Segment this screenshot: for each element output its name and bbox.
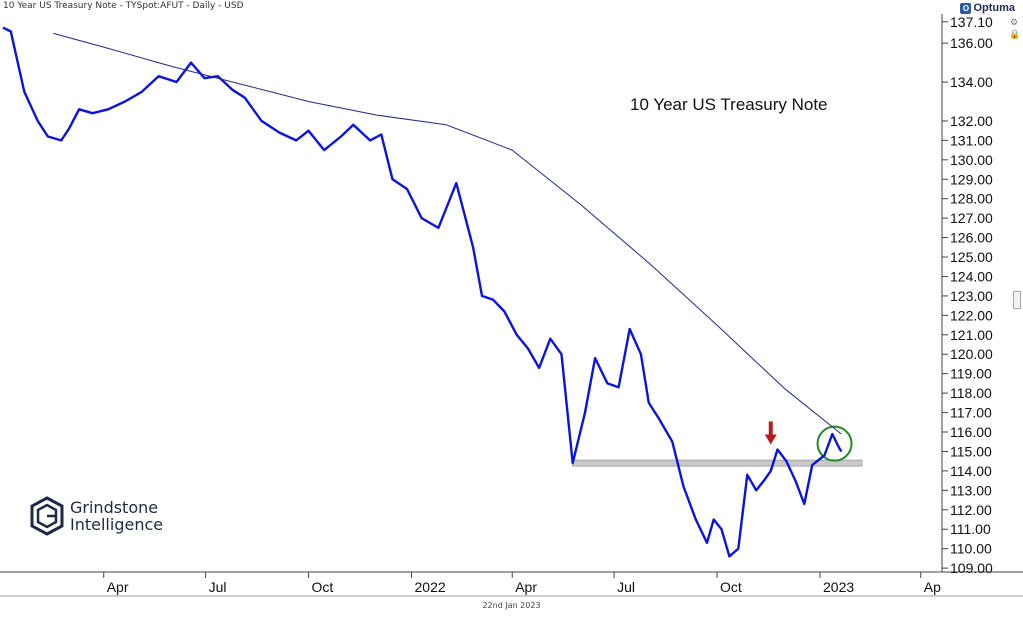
x-tick-label: Apr [107, 579, 129, 595]
y-tick-label: 112.00 [950, 502, 992, 518]
price-axis-scroll-handle[interactable] [1013, 291, 1021, 309]
chart-title: 10 Year US Treasury Note [630, 95, 828, 114]
y-tick-label: 130.00 [950, 152, 993, 168]
y-tick-label: 134.00 [950, 74, 993, 90]
axes-layer: 137.10 136.00 134.00 132.00 131.00 130.00 129.… [0, 14, 1023, 597]
y-tick-label: 109.00 [950, 560, 993, 576]
optuma-brand-name: Optuma [973, 2, 1015, 14]
y-tick-label: 119.00 [950, 366, 992, 382]
y-tick-label: 115.00 [950, 443, 992, 459]
y-tick-label: 129.00 [950, 171, 993, 187]
x-tick-label: Oct [720, 579, 742, 595]
y-tick-label: 116.00 [950, 424, 992, 440]
y-tick-label: 128.00 [950, 191, 993, 207]
y-tick-label: 121.00 [950, 327, 993, 343]
x-tick-label: Jul [209, 579, 227, 595]
y-tick-label: 131.00 [950, 132, 993, 148]
side-toolbar: ⚙ 🔒 [1009, 16, 1021, 40]
chart-header-title: 10 Year US Treasury Note - TYSpot:AFUT -… [3, 1, 244, 11]
x-tick-label: Ap [924, 579, 941, 595]
chart-footer-date: 22nd Jan 2023 [482, 601, 541, 610]
grindstone-logo: Grindstone Intelligence [30, 496, 163, 536]
highlight-circle [816, 425, 853, 462]
y-tick-label: 137.10 [950, 14, 993, 30]
y-tick-label: 136.00 [950, 35, 993, 51]
optuma-brand: O Optuma [960, 2, 1015, 14]
down-arrow-head [764, 434, 777, 445]
y-tick-label: 113.00 [950, 482, 992, 498]
price-series-line [2, 26, 843, 558]
x-tick-label: Oct [312, 579, 334, 595]
y-tick-label: 120.00 [950, 346, 993, 362]
logo-line-2: Intelligence [70, 515, 164, 534]
moving-average-line [53, 32, 842, 435]
x-tick-label: Jul [617, 579, 635, 595]
x-tick-label: 2022 [415, 579, 446, 595]
y-tick-label: 114.00 [950, 463, 992, 479]
y-tick-label: 117.00 [950, 405, 992, 421]
y-tick-label: 126.00 [950, 230, 993, 246]
series-layer [2, 26, 843, 558]
y-tick-label: 118.00 [950, 385, 992, 401]
logo-line-1: Grindstone [70, 498, 159, 517]
y-tick-label: 127.00 [950, 210, 993, 226]
x-tick-label: 2023 [823, 579, 854, 595]
x-tick-label: Apr [515, 579, 537, 595]
grindstone-hexagon-icon [30, 496, 64, 536]
y-tick-label: 125.00 [950, 249, 993, 265]
y-tick-label: 111.00 [950, 521, 991, 537]
y-tick-label: 124.00 [950, 268, 993, 284]
settings-icon[interactable]: ⚙ [1009, 17, 1019, 27]
lock-icon[interactable]: 🔒 [1009, 29, 1021, 39]
down-arrow-shaft [768, 421, 773, 436]
y-tick-label: 110.00 [950, 541, 992, 557]
y-tick-label: 122.00 [950, 307, 993, 323]
y-tick-label: 123.00 [950, 288, 993, 304]
optuma-logo-icon: O [960, 2, 972, 14]
y-tick-label: 132.00 [950, 113, 993, 129]
